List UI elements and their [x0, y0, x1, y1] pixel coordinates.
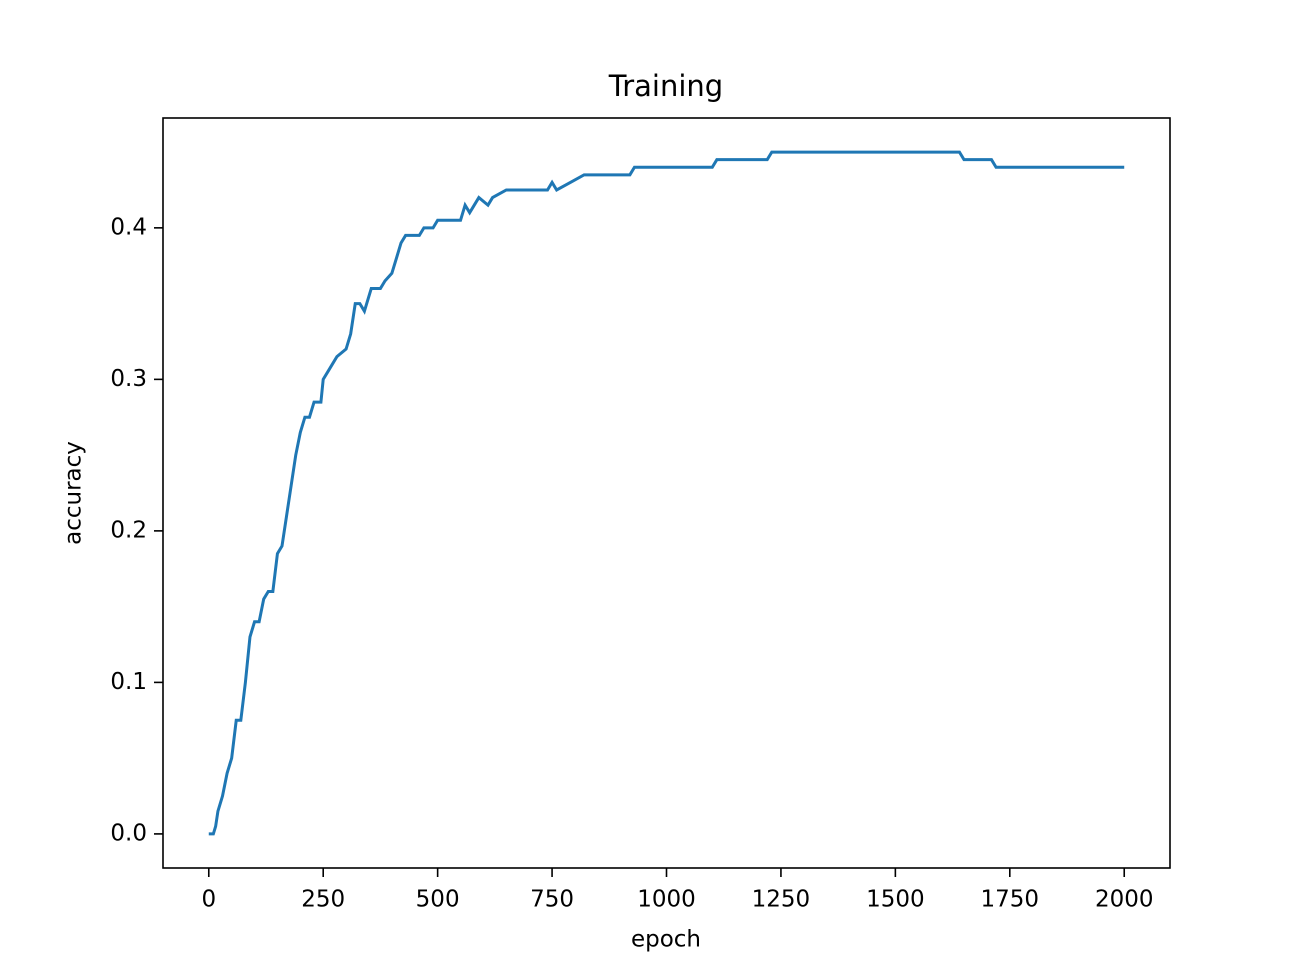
y-tick-label: 0.0 — [110, 820, 147, 846]
line — [208, 150, 1125, 836]
y-tick-label: 0.1 — [110, 669, 147, 695]
x-tick-label: 500 — [416, 887, 460, 913]
x-tick-label: 0 — [201, 887, 216, 913]
y-axis-label: accuracy — [61, 441, 87, 545]
plot-frame — [162, 117, 1171, 869]
x-tick-label: 2000 — [1095, 887, 1154, 913]
x-tick-label: 1250 — [752, 887, 811, 913]
x-tick-label: 1500 — [866, 887, 925, 913]
x-tick-label: 1000 — [637, 887, 696, 913]
x-tick-label: 750 — [530, 887, 574, 913]
y-tick-label: 0.2 — [110, 517, 147, 543]
y-tick-label: 0.4 — [110, 214, 147, 240]
y-tick-label: 0.3 — [110, 366, 147, 392]
chart-title: Training — [608, 69, 723, 103]
x-tick-label: 250 — [301, 887, 345, 913]
x-tick-label: 1750 — [981, 887, 1040, 913]
x-axis-label: epoch — [631, 927, 701, 953]
